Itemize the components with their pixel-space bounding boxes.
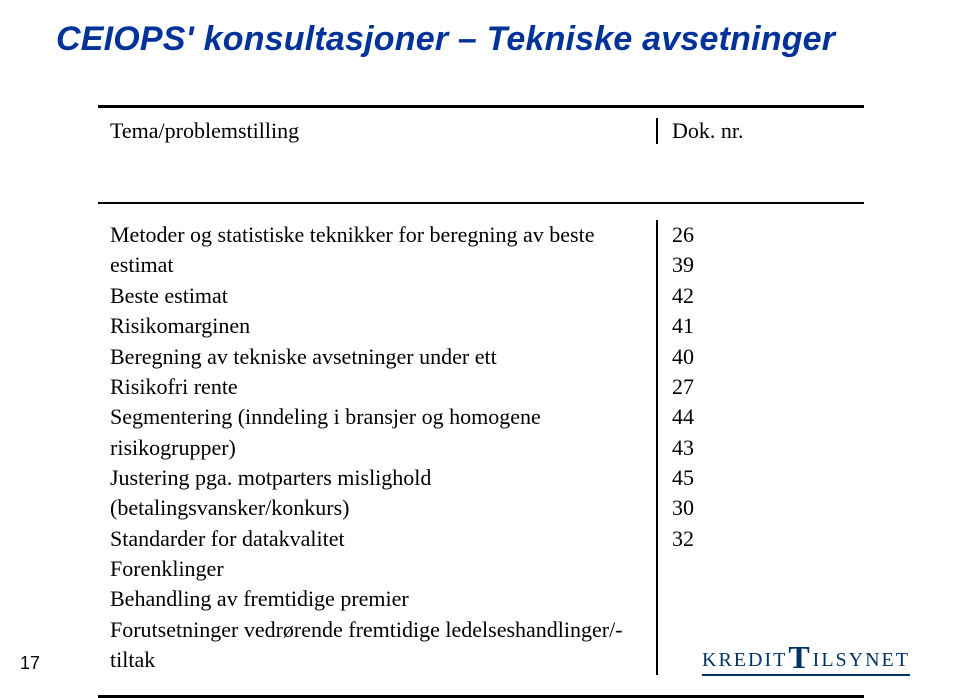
- number-cell: 27: [672, 372, 694, 402]
- table-row: Beste estimat: [110, 281, 646, 311]
- topic-cell: Metoder og statistiske teknikker for ber…: [110, 220, 646, 281]
- number-cell: 40: [672, 342, 694, 372]
- logo: KREDIT T ILSYNET: [702, 635, 910, 672]
- number-column: 2639424140274443453032: [658, 220, 864, 675]
- table-row: Behandling av fremtidige premier: [110, 584, 646, 614]
- number-cell: 44: [672, 402, 694, 432]
- table: Tema/problemstilling Dok. nr. Metoder og…: [98, 105, 864, 698]
- topic-column: Metoder og statistiske teknikker for ber…: [98, 220, 658, 675]
- table-row: 26: [672, 220, 864, 250]
- topic-cell: Forenklinger: [110, 554, 646, 584]
- topic-cell: Behandling av fremtidige premier: [110, 584, 646, 614]
- table-row: Forutsetninger vedrørende fremtidige led…: [110, 615, 646, 676]
- table-row: 27: [672, 372, 864, 402]
- number-cell: 39: [672, 250, 694, 280]
- topic-cell: Forutsetninger vedrørende fremtidige led…: [110, 615, 646, 676]
- topic-cell: Standarder for datakvalitet: [110, 524, 646, 554]
- number-cell: 26: [672, 220, 694, 250]
- topic-cell: Risikofri rente: [110, 372, 646, 402]
- page-title: CEIOPS' konsultasjoner – Tekniske avsetn…: [56, 20, 904, 59]
- topic-cell: Beregning av tekniske avsetninger under …: [110, 342, 646, 372]
- number-cell: 42: [672, 281, 694, 311]
- table-header: Tema/problemstilling Dok. nr.: [98, 108, 864, 144]
- topic-cell: Segmentering (inndeling i bransjer og ho…: [110, 402, 646, 463]
- table-row: Standarder for datakvalitet: [110, 524, 646, 554]
- table-row: 45: [672, 463, 864, 493]
- logo-underline: [702, 674, 910, 676]
- table-row: 30: [672, 493, 864, 523]
- page-number: 17: [20, 653, 40, 674]
- table-row: Risikofri rente: [110, 372, 646, 402]
- table-row: Metoder og statistiske teknikker for ber…: [110, 220, 646, 281]
- logo-text: KREDIT T ILSYNET: [702, 635, 910, 672]
- table-row: 39: [672, 250, 864, 280]
- number-cell: 32: [672, 524, 694, 554]
- table-row: Segmentering (inndeling i bransjer og ho…: [110, 402, 646, 463]
- logo-pre: KREDIT: [702, 649, 787, 672]
- table-row: Beregning av tekniske avsetninger under …: [110, 342, 646, 372]
- table-row: Justering pga. motparters mislighold (be…: [110, 463, 646, 524]
- topic-cell: Beste estimat: [110, 281, 646, 311]
- number-cell: 45: [672, 463, 694, 493]
- table-row: 44: [672, 402, 864, 432]
- table-row: 40: [672, 342, 864, 372]
- logo-big-letter: T: [788, 639, 811, 676]
- slide: CEIOPS' konsultasjoner – Tekniske avsetn…: [0, 0, 960, 694]
- number-cell: 30: [672, 493, 694, 523]
- logo-post: ILSYNET: [813, 649, 910, 672]
- number-cell: 41: [672, 311, 694, 341]
- topic-cell: Risikomarginen: [110, 311, 646, 341]
- header-left: Tema/problemstilling: [98, 118, 658, 144]
- table-row: Risikomarginen: [110, 311, 646, 341]
- number-cell: 43: [672, 433, 694, 463]
- table-row: 42: [672, 281, 864, 311]
- table-body: Metoder og statistiske teknikker for ber…: [98, 204, 864, 675]
- table-row: Forenklinger: [110, 554, 646, 584]
- table-row: 43: [672, 433, 864, 463]
- table-row: 41: [672, 311, 864, 341]
- topic-cell: Justering pga. motparters mislighold (be…: [110, 463, 646, 524]
- header-right: Dok. nr.: [658, 118, 864, 144]
- table-row: 32: [672, 524, 864, 554]
